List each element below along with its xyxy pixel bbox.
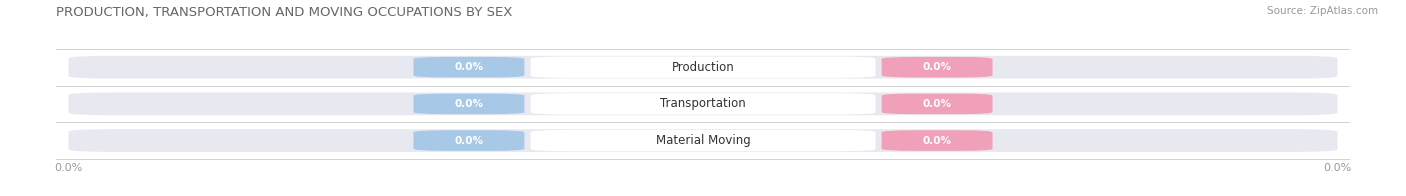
Text: Production: Production xyxy=(672,61,734,74)
Text: Material Moving: Material Moving xyxy=(655,134,751,147)
FancyBboxPatch shape xyxy=(530,93,876,114)
Text: 0.0%: 0.0% xyxy=(454,62,484,72)
Text: Source: ZipAtlas.com: Source: ZipAtlas.com xyxy=(1267,6,1378,16)
FancyBboxPatch shape xyxy=(882,130,993,151)
Text: 0.0%: 0.0% xyxy=(454,99,484,109)
FancyBboxPatch shape xyxy=(69,129,1337,152)
Text: 0.0%: 0.0% xyxy=(922,136,952,146)
FancyBboxPatch shape xyxy=(530,130,876,151)
FancyBboxPatch shape xyxy=(413,94,524,114)
FancyBboxPatch shape xyxy=(413,130,524,151)
Text: 0.0%: 0.0% xyxy=(922,62,952,72)
FancyBboxPatch shape xyxy=(69,93,1337,115)
FancyBboxPatch shape xyxy=(413,57,524,77)
Text: Transportation: Transportation xyxy=(661,97,745,110)
Text: 0.0%: 0.0% xyxy=(922,99,952,109)
FancyBboxPatch shape xyxy=(882,94,993,114)
Text: 0.0%: 0.0% xyxy=(454,136,484,146)
Text: PRODUCTION, TRANSPORTATION AND MOVING OCCUPATIONS BY SEX: PRODUCTION, TRANSPORTATION AND MOVING OC… xyxy=(56,6,513,19)
FancyBboxPatch shape xyxy=(882,57,993,77)
FancyBboxPatch shape xyxy=(69,56,1337,79)
FancyBboxPatch shape xyxy=(530,57,876,78)
